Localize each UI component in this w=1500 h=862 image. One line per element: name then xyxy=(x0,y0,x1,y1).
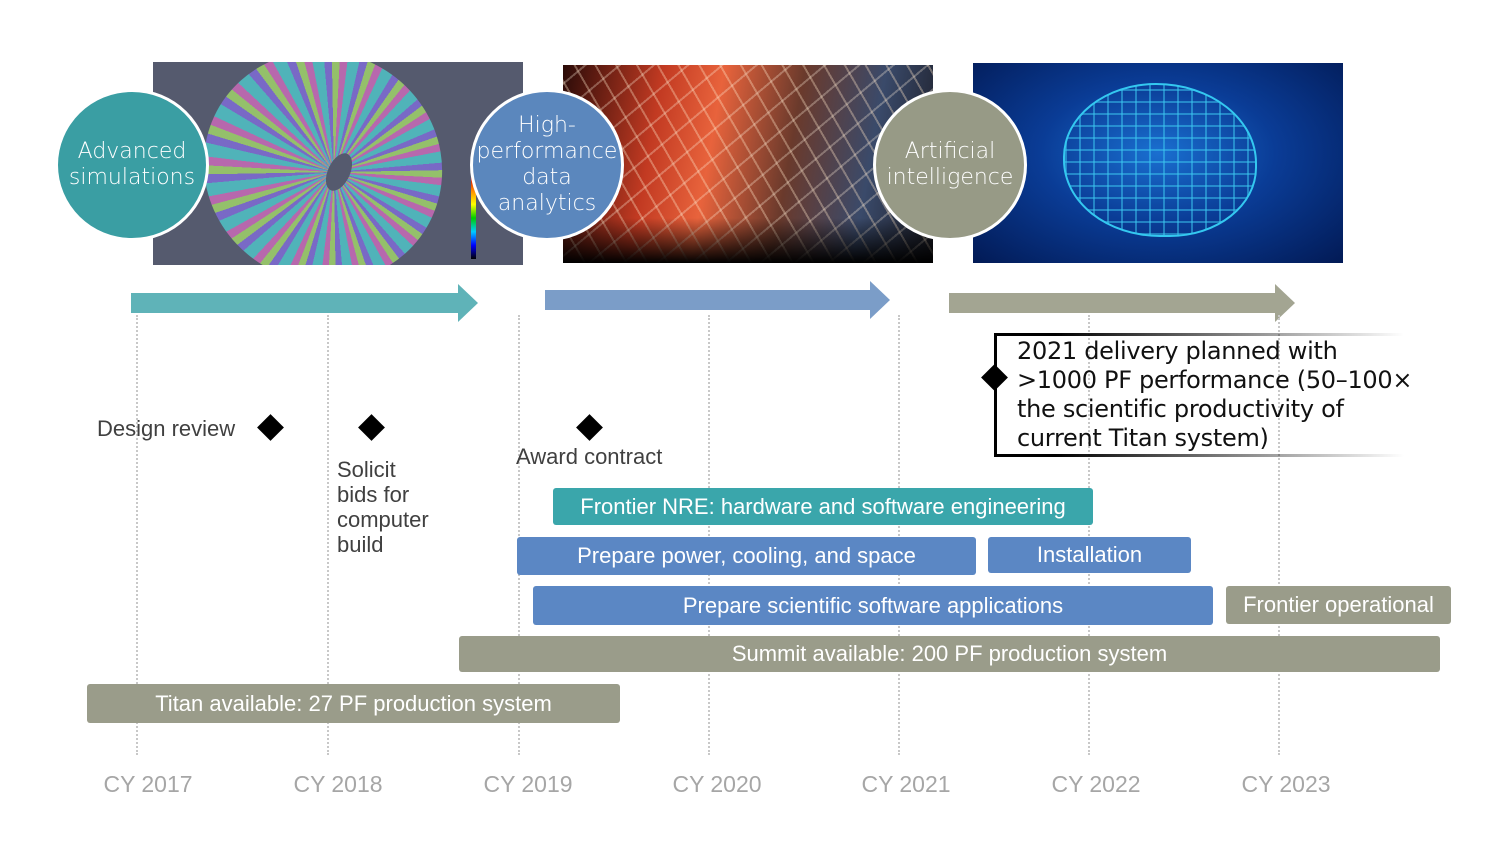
year-label: CY 2019 xyxy=(483,771,573,797)
theme-label: intelligence xyxy=(886,165,1014,190)
award-diamond-icon xyxy=(576,414,603,441)
bar-prepare-software: Prepare scientific software applications xyxy=(533,586,1213,625)
delivery-line: >1000 PF performance (50–100× xyxy=(1017,366,1413,394)
solicit-line: bids for xyxy=(337,482,410,507)
delivery-line: the scientific productivity of xyxy=(1017,395,1344,423)
theme-label: performance xyxy=(476,139,618,164)
delivery-text: 2021 delivery planned with >1000 PF perf… xyxy=(1017,337,1412,453)
theme-label: Artificial xyxy=(904,139,996,164)
gridline xyxy=(898,315,900,755)
arrow-ai xyxy=(949,284,1295,322)
ai-brain-image xyxy=(973,63,1343,263)
bar-installation: Installation xyxy=(988,537,1191,573)
delivery-callout xyxy=(994,333,1404,457)
year-label: CY 2020 xyxy=(672,771,762,797)
solicit-line: Solicit xyxy=(337,457,396,482)
gridline xyxy=(708,315,710,755)
simulation-image xyxy=(153,62,523,265)
solicit-line: computer xyxy=(337,507,429,532)
gridline xyxy=(327,315,329,755)
bar-titan: Titan available: 27 PF production system xyxy=(87,684,620,723)
award-contract-label: Award contract xyxy=(516,444,663,469)
theme-label: High- xyxy=(518,113,576,138)
solicit-line: build xyxy=(337,532,384,557)
bar-summit: Summit available: 200 PF production syst… xyxy=(459,636,1440,672)
bar-frontier-nre: Frontier NRE: hardware and software engi… xyxy=(553,488,1093,525)
bar-prepare-power: Prepare power, cooling, and space xyxy=(517,537,976,575)
theme-circle-ai: Artificial intelligence xyxy=(873,89,1027,241)
year-label: CY 2018 xyxy=(293,771,383,797)
gridline xyxy=(1278,315,1280,755)
theme-label: analytics xyxy=(497,191,597,216)
design-review-label: Design review xyxy=(97,416,236,441)
gridline xyxy=(1088,315,1090,755)
year-label: CY 2017 xyxy=(103,771,193,797)
delivery-line: 2021 delivery planned with xyxy=(1017,337,1338,365)
year-label: CY 2022 xyxy=(1051,771,1141,797)
design-review-diamond-icon xyxy=(257,414,284,441)
theme-circle-advanced-simulations: Advanced simulations xyxy=(55,89,209,241)
arrow-simulations xyxy=(131,284,478,322)
theme-label: Advanced xyxy=(77,139,187,164)
arrow-analytics xyxy=(545,281,890,319)
solicit-diamond-icon xyxy=(358,414,385,441)
delivery-line: current Titan system) xyxy=(1017,424,1269,452)
year-label: CY 2023 xyxy=(1241,771,1331,797)
solicit-label: Solicit bids for computer build xyxy=(337,457,429,557)
gridline xyxy=(518,315,520,755)
theme-circle-data-analytics: High-performance data analytics xyxy=(470,89,624,241)
year-label: CY 2021 xyxy=(861,771,951,797)
gridline xyxy=(136,315,138,755)
theme-label: simulations xyxy=(68,165,196,190)
bar-frontier-operational: Frontier operational xyxy=(1226,586,1451,624)
theme-label: data xyxy=(522,165,572,190)
data-analytics-image xyxy=(563,65,933,263)
